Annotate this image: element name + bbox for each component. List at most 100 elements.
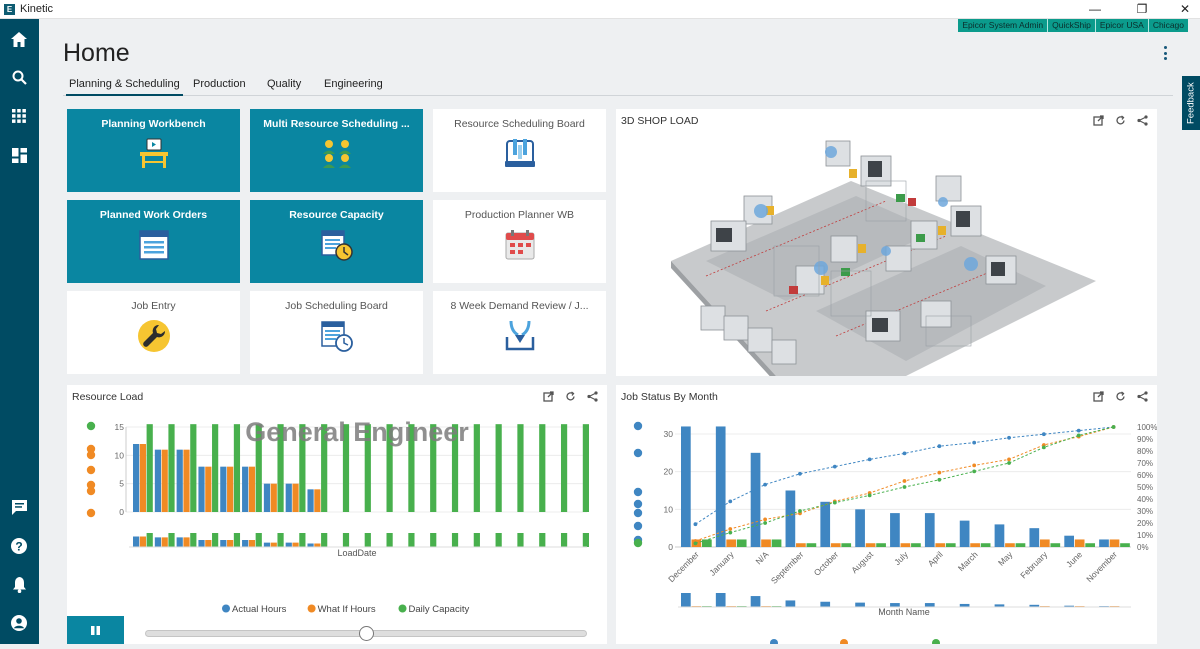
user-role[interactable]: Epicor System Admin — [958, 19, 1048, 32]
bar-what-if-hours — [314, 489, 320, 512]
y-tick-label: 10 — [115, 450, 125, 460]
month-bar — [866, 543, 876, 547]
bar-daily-capacity — [168, 424, 174, 512]
legend-label: Daily Capacity — [409, 604, 470, 615]
panel-title: 3D SHOP LOAD — [621, 115, 698, 127]
scheduling-board-icon — [503, 137, 537, 171]
cumulative-point — [833, 465, 837, 469]
minimap-bar — [234, 533, 240, 547]
month-bar — [1110, 539, 1120, 547]
cumulative-point — [798, 509, 802, 513]
location-name[interactable]: Chicago — [1149, 19, 1188, 32]
chat-icon[interactable] — [9, 497, 29, 517]
minimap-bar — [517, 533, 523, 547]
x-tick-label: September — [769, 549, 806, 586]
series-indicator-dot — [634, 522, 642, 530]
minimap-bar — [307, 544, 313, 548]
tile-job-scheduling-board[interactable]: Job Scheduling Board — [250, 291, 423, 374]
x-tick-label: March — [956, 549, 980, 573]
minimap-bar — [220, 540, 226, 547]
legend-marker — [308, 605, 316, 613]
bar-actual-hours — [220, 467, 226, 512]
series-indicator-dot — [87, 422, 95, 430]
site-name[interactable]: Epicor USA — [1096, 19, 1149, 32]
cumulative-point — [1077, 429, 1081, 433]
company-name[interactable]: QuickShip — [1048, 19, 1096, 32]
cumulative-point — [1042, 432, 1046, 436]
month-bar — [935, 543, 945, 547]
user-account-icon[interactable] — [9, 613, 29, 633]
bar-what-if-hours — [140, 444, 146, 512]
apps-grid-icon[interactable] — [9, 106, 29, 126]
timeline-slider-handle[interactable] — [359, 626, 374, 641]
month-bar — [831, 543, 841, 547]
legend-label: Actual Hours — [232, 604, 287, 615]
restore-button[interactable]: ❐ — [1127, 0, 1157, 19]
tab-quality[interactable]: Quality — [267, 78, 301, 96]
tile-resource-capacity[interactable]: Resource Capacity — [250, 200, 423, 283]
month-bar — [1040, 539, 1050, 547]
share-icon[interactable] — [1131, 113, 1153, 127]
minimize-button[interactable]: — — [1080, 0, 1110, 19]
legend-marker — [399, 605, 407, 613]
month-bar — [726, 539, 736, 547]
x-tick-label: January — [707, 549, 736, 578]
capacity-clock-icon — [320, 228, 354, 262]
tab-bar: Planning & Scheduling Production Quality… — [63, 78, 1173, 96]
month-bar — [1050, 543, 1060, 547]
minimap-bar — [474, 533, 480, 547]
dashboard-icon[interactable] — [9, 145, 29, 165]
y2-tick-label: 30% — [1137, 507, 1153, 516]
tile-planning-workbench[interactable]: Planning Workbench — [67, 109, 240, 192]
minimap-bar — [716, 593, 726, 607]
open-external-icon[interactable] — [1087, 113, 1109, 127]
cumulative-point — [903, 485, 907, 489]
more-options-icon[interactable] — [1161, 44, 1169, 62]
minimap-bar — [256, 533, 262, 547]
tile-8-week-demand-review[interactable]: 8 Week Demand Review / J... — [433, 291, 606, 374]
cumulative-point — [728, 527, 732, 531]
tab-production[interactable]: Production — [193, 78, 246, 96]
tile-job-entry[interactable]: Job Entry — [67, 291, 240, 374]
minimap-bar — [205, 540, 211, 547]
tab-engineering[interactable]: Engineering — [324, 78, 383, 96]
minimap-bar — [561, 533, 567, 547]
refresh-icon[interactable] — [1109, 113, 1131, 127]
minimap-bar — [539, 533, 545, 547]
minimap-bar — [177, 537, 183, 547]
user-context-bar[interactable]: Epicor System Admin QuickShip Epicor USA… — [958, 19, 1188, 32]
bar-what-if-hours — [162, 450, 168, 512]
y2-tick-label: 50% — [1137, 483, 1153, 492]
bar-actual-hours — [286, 484, 292, 512]
tab-planning-scheduling[interactable]: Planning & Scheduling — [66, 78, 183, 96]
y-tick-label: 30 — [664, 429, 674, 439]
feedback-tab[interactable]: Feedback — [1182, 76, 1200, 130]
y-tick-label: 10 — [664, 504, 674, 514]
search-icon[interactable] — [9, 67, 29, 87]
tile-planned-work-orders[interactable]: Planned Work Orders — [67, 200, 240, 283]
notifications-bell-icon[interactable] — [9, 575, 29, 595]
pause-button[interactable] — [67, 616, 124, 644]
series-indicator-dot — [634, 500, 642, 508]
cumulative-point — [1042, 446, 1046, 450]
y-tick-label: 5 — [119, 479, 124, 489]
close-button[interactable]: ✕ — [1170, 0, 1200, 19]
x-tick-label: August — [849, 549, 875, 575]
tile-multi-resource-scheduling[interactable]: Multi Resource Scheduling ... — [250, 109, 423, 192]
tile-resource-scheduling-board[interactable]: Resource Scheduling Board — [433, 109, 606, 192]
home-icon[interactable] — [9, 29, 29, 49]
month-bar — [1064, 536, 1074, 547]
month-bar — [716, 426, 726, 547]
help-icon[interactable]: ? — [9, 536, 29, 556]
schedule-clock-icon — [320, 319, 354, 353]
month-bar — [1029, 528, 1039, 547]
tile-production-planner-wb[interactable]: Production Planner WB — [433, 200, 606, 283]
x-tick-label: June — [1064, 549, 1084, 569]
minimap-bar — [227, 540, 233, 547]
month-bar — [981, 543, 991, 547]
minimap-bar — [277, 533, 283, 547]
y2-tick-label: 20% — [1137, 519, 1153, 528]
y2-tick-label: 80% — [1137, 447, 1153, 456]
bar-daily-capacity — [190, 424, 196, 512]
minimap-bar — [314, 544, 320, 548]
